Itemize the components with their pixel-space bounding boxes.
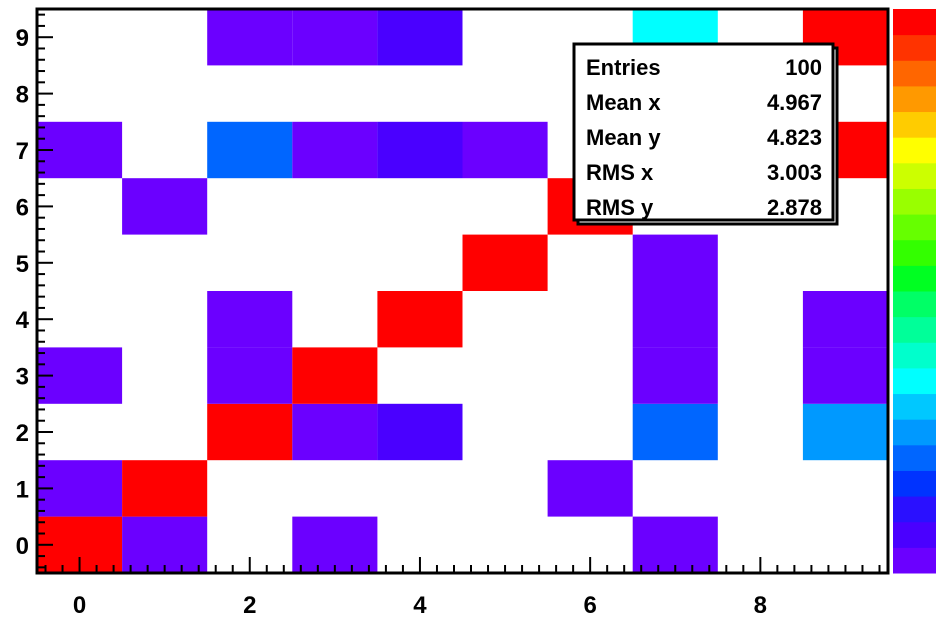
x-tick-label: 4 (413, 592, 427, 617)
stats-box: Entries 100 Mean x 4.967 Mean y 4.823 RMS x 3.0… (572, 42, 839, 226)
palette-swatch (893, 111, 936, 138)
palette-swatch (893, 9, 936, 36)
y-tick-label: 6 (16, 194, 29, 221)
heatmap-cell (292, 9, 378, 66)
stats-label: RMS x (586, 160, 654, 185)
heatmap-cell (292, 347, 378, 404)
stats-label: RMS y (586, 195, 654, 220)
heatmap-cell (377, 291, 463, 348)
heatmap-cell (802, 403, 888, 461)
y-tick-label: 9 (16, 25, 29, 52)
palette-swatch (893, 162, 936, 189)
palette-swatch (893, 470, 936, 497)
y-tick-label: 3 (16, 364, 29, 391)
y-tick-label: 0 (16, 533, 29, 560)
heatmap-cell (207, 9, 293, 66)
stats-value: 2.878 (767, 195, 822, 220)
palette-swatch (893, 316, 936, 343)
stats-value: 100 (785, 55, 822, 80)
palette-swatch (893, 367, 936, 395)
x-tick-label: 8 (754, 592, 767, 617)
heatmap-cell (377, 121, 463, 179)
x-tick-label: 2 (243, 592, 256, 617)
heatmap-cell (632, 347, 718, 404)
heatmap-cell (462, 234, 548, 291)
stats-value: 3.003 (767, 160, 822, 185)
palette-swatch (893, 265, 936, 292)
palette-swatch (893, 34, 936, 61)
heatmap-cell (462, 121, 548, 179)
palette-swatch (893, 521, 936, 548)
heatmap-cell (207, 347, 293, 404)
palette-swatch (893, 496, 936, 523)
heatmap-cell (802, 291, 888, 348)
palette-swatch (893, 444, 936, 471)
heatmap-cell (632, 516, 718, 573)
palette-swatch (893, 85, 936, 113)
heatmap-cell (207, 121, 293, 179)
heatmap-cell (547, 460, 633, 517)
y-tick-label: 5 (16, 251, 29, 278)
y-tick-label: 4 (16, 307, 30, 334)
stats-box-panel (572, 42, 835, 222)
heatmap-cell (207, 403, 293, 461)
heatmap-cell (377, 403, 463, 461)
y-tick-label: 7 (16, 138, 29, 165)
palette-swatch (893, 188, 936, 215)
stats-label: Mean x (586, 90, 661, 115)
palette-swatch (893, 291, 936, 318)
axis-ticks: 0 2 4 6 8 0 1 2 3 4 5 6 7 8 9 (16, 13, 881, 617)
palette-swatch (893, 137, 936, 164)
heatmap-cell (122, 460, 208, 517)
y-tick-label: 1 (16, 476, 29, 503)
y-tick-label: 2 (16, 420, 29, 447)
heatmap-cell (632, 291, 718, 348)
palette-swatch (893, 60, 936, 87)
x-tick-label: 6 (583, 592, 596, 617)
heatmap-cells (37, 9, 888, 573)
y-tick-label: 8 (16, 82, 29, 109)
palette-swatch (893, 419, 936, 446)
heatmap-cell (292, 121, 378, 179)
stats-value: 4.823 (767, 125, 822, 150)
palette-swatch (893, 547, 936, 574)
stats-value: 4.967 (767, 90, 822, 115)
heatmap-cell (207, 291, 293, 348)
heatmap-cell (292, 403, 378, 461)
stats-label: Mean y (586, 125, 661, 150)
palette-swatch (893, 214, 936, 241)
heatmap-cell (632, 403, 718, 461)
color-palette-axis (893, 9, 936, 574)
stats-label: Entries (586, 55, 661, 80)
palette-swatch (893, 342, 936, 369)
heatmap-cell (122, 178, 208, 235)
x-tick-label: 0 (73, 592, 86, 617)
heatmap-cell (122, 516, 208, 573)
heatmap-cell (802, 347, 888, 404)
heatmap-cell (632, 234, 718, 291)
plot-frame (35, 7, 890, 575)
heatmap-cell (292, 516, 378, 573)
heatmap-cell (377, 9, 463, 66)
palette-swatch (893, 393, 936, 420)
palette-swatch (893, 239, 936, 266)
